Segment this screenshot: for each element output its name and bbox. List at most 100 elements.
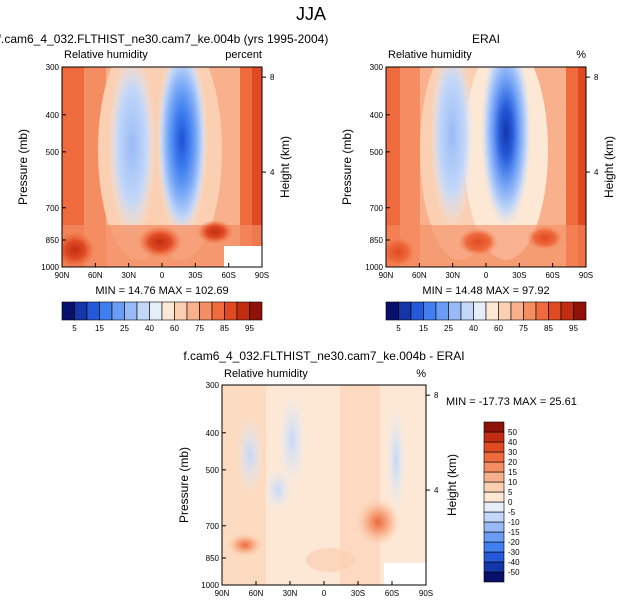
colorbar-label: -20: [508, 538, 520, 547]
panel-erai-y2label: Height (km): [602, 136, 616, 198]
panel-diff-y2label: Height (km): [445, 454, 459, 516]
colorbar-label: 95: [245, 324, 254, 333]
y-tick-label: 850: [46, 236, 60, 245]
panel-erai-right-label: %: [576, 49, 586, 61]
panel-erai-y-ticks: 300 400 500 700 850 1000: [365, 63, 390, 272]
colorbar-swatch: [483, 511, 505, 523]
panel-diff-field: [222, 385, 426, 585]
colorbar-swatch: [483, 461, 505, 473]
panel-model-stats: MIN = 14.76 MAX = 102.69: [95, 285, 228, 297]
colorbar-swatch: [483, 521, 505, 533]
colorbar-label: 25: [444, 324, 453, 333]
panel-erai-x-ticks: 90N 60N 30N 0 30S 60S 90S: [379, 263, 593, 280]
colorbar-label: -40: [508, 558, 520, 567]
colorbar-swatch: [410, 301, 424, 321]
x-tick-label: 60N: [88, 271, 103, 280]
colorbar-swatch: [398, 301, 412, 321]
colorbar-swatch: [111, 301, 125, 321]
x-tick-label: 90N: [215, 589, 230, 598]
y-tick-label: 300: [46, 63, 60, 72]
panel-erai-left-label: Relative humidity: [388, 49, 472, 61]
panel-erai-stats: MIN = 14.48 MAX = 97.92: [422, 285, 549, 297]
x-tick-label: 30N: [283, 589, 298, 598]
colorbar-label: 25: [120, 324, 129, 333]
colorbar-label: 5: [508, 488, 513, 497]
colorbar-swatch: [483, 471, 505, 483]
x-tick-label: 30S: [188, 271, 202, 280]
colorbar-swatch: [535, 301, 549, 321]
colorbar-swatch: [483, 571, 505, 583]
colorbar-swatch: [460, 301, 474, 321]
panel-erai-y2-ticks: 84: [586, 73, 599, 177]
colorbar-swatch: [74, 301, 88, 321]
colorbar-label: -50: [508, 568, 520, 577]
colorbar-label: 60: [494, 324, 503, 333]
y2-tick-label: 4: [434, 486, 439, 495]
y-tick-label: 850: [370, 236, 384, 245]
colorbar-swatch: [249, 301, 263, 321]
x-tick-label: 60S: [385, 589, 399, 598]
panel-model-title: f.cam6_4_032.FLTHIST_ne30.cam7_ke.004b (…: [0, 32, 328, 46]
panel-erai-title: ERAI: [472, 32, 500, 46]
colorbar-swatch: [161, 301, 175, 321]
colorbar-label: 5: [396, 324, 401, 333]
colorbar-swatch: [560, 301, 574, 321]
colorbar-label: 40: [469, 324, 478, 333]
colorbar-label: 15: [508, 468, 517, 477]
colorbar-label: 85: [220, 324, 229, 333]
colorbar-swatch: [483, 541, 505, 553]
y-tick-label: 500: [206, 466, 220, 475]
y-tick-label: 700: [206, 522, 220, 531]
colorbar-swatch: [224, 301, 238, 321]
y-tick-label: 400: [206, 429, 220, 438]
x-tick-label: 0: [160, 271, 165, 280]
y-tick-label: 700: [46, 204, 60, 213]
y-tick-label: 1000: [41, 263, 59, 272]
y-tick-label: 500: [46, 148, 60, 157]
colorbar-swatch: [61, 301, 75, 321]
colorbar-swatch: [423, 301, 437, 321]
colorbar-swatch: [523, 301, 537, 321]
colorbar-swatch: [86, 301, 100, 321]
y2-tick-label: 8: [270, 73, 275, 82]
x-tick-label: 90S: [255, 271, 269, 280]
y-tick-label: 700: [370, 204, 384, 213]
x-tick-label: 60N: [412, 271, 427, 280]
y2-tick-label: 8: [594, 73, 599, 82]
panel-diff-stats: MIN = -17.73 MAX = 25.61: [446, 396, 577, 408]
y-tick-label: 1000: [201, 581, 219, 590]
colorbar-swatch: [548, 301, 562, 321]
x-tick-label: 90N: [55, 271, 70, 280]
y-tick-label: 400: [46, 111, 60, 120]
colorbar-label: 85: [544, 324, 553, 333]
colorbar-swatch: [385, 301, 399, 321]
colorbar-swatch: [573, 301, 587, 321]
colorbar-label: 50: [508, 428, 517, 437]
panel-diff-title: f.cam6_4_032.FLTHIST_ne30.cam7_ke.004b -…: [183, 349, 464, 363]
colorbar-swatch: [483, 421, 505, 433]
colorbar-swatch: [186, 301, 200, 321]
panel-diff-y2-ticks: 84: [426, 391, 439, 495]
colorbar-label: 5: [72, 324, 77, 333]
x-tick-label: 90N: [379, 271, 394, 280]
y-tick-label: 850: [206, 554, 220, 563]
colorbar-label: 0: [508, 498, 513, 507]
x-tick-label: 90S: [419, 589, 433, 598]
colorbar-swatch: [435, 301, 449, 321]
colorbar-swatch: [448, 301, 462, 321]
colorbar-swatch: [483, 481, 505, 493]
colorbar-swatch: [199, 301, 213, 321]
panel-model-y-ticks: 300 400 500 700 850 1000: [41, 63, 66, 272]
colorbar-swatch: [483, 501, 505, 513]
y2-tick-label: 8: [434, 391, 439, 400]
colorbar-label: 40: [508, 438, 517, 447]
y-tick-label: 1000: [365, 263, 383, 272]
panel-model: f.cam6_4_032.FLTHIST_ne30.cam7_ke.004b (…: [0, 32, 328, 333]
x-tick-label: 90S: [579, 271, 593, 280]
panel-erai-field: [386, 67, 586, 267]
panel-diff-left-label: Relative humidity: [224, 368, 308, 380]
x-tick-label: 30S: [351, 589, 365, 598]
colorbar-label: 60: [170, 324, 179, 333]
panel-erai: ERAI Relative humidity % 300400500700850…: [340, 32, 616, 333]
